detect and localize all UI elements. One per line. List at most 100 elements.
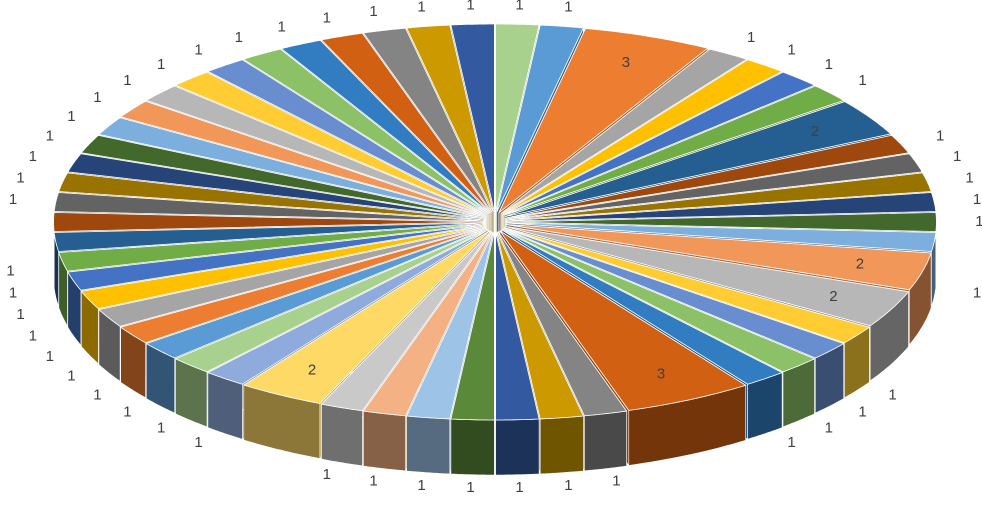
slice-wall (321, 403, 363, 467)
data-label: 1 (323, 466, 331, 483)
slice (506, 212, 937, 232)
slice (320, 32, 492, 213)
data-label: 1 (29, 148, 37, 165)
slice (495, 23, 540, 213)
data-label: 1 (787, 434, 795, 451)
data-label: 3 (622, 54, 630, 71)
slice-wall (406, 415, 451, 475)
slice (80, 225, 485, 310)
slice (362, 231, 493, 417)
slice (450, 231, 495, 421)
data-label: 1 (46, 348, 54, 365)
data-label: 1 (93, 386, 101, 403)
data-label: 1 (417, 477, 425, 494)
data-label: 1 (858, 404, 866, 421)
slice (501, 59, 784, 215)
slice (67, 224, 485, 291)
slice (58, 172, 484, 221)
data-label: 1 (965, 169, 973, 186)
data-label: 1 (46, 127, 54, 144)
data-label: 1 (93, 89, 101, 106)
slice (500, 48, 748, 214)
slice (320, 231, 492, 412)
slice (242, 48, 490, 214)
slice (505, 226, 910, 327)
slice (98, 117, 486, 218)
slice (174, 228, 488, 373)
slice (242, 230, 490, 404)
data-label: 1 (466, 479, 474, 496)
data-label: 1 (29, 327, 37, 344)
slice (406, 231, 494, 420)
data-label: 3 (657, 365, 665, 382)
slice-wall (450, 418, 495, 476)
slice (119, 227, 486, 344)
data-label: 1 (235, 29, 243, 46)
slice (501, 229, 784, 385)
data-label: 2 (811, 123, 819, 140)
slice (53, 222, 484, 252)
slice (496, 24, 584, 213)
data-label: 1 (6, 262, 14, 279)
data-label: 2 (829, 288, 837, 305)
data-label: 1 (194, 434, 202, 451)
data-label: 1 (9, 191, 17, 208)
slice (502, 71, 816, 216)
data-label: 1 (564, 477, 572, 494)
slice (450, 23, 495, 213)
data-label: 1 (612, 472, 620, 489)
slice (280, 39, 491, 214)
slice (502, 228, 816, 373)
data-label: 1 (747, 29, 755, 46)
slice (499, 230, 747, 411)
data-label: 1 (417, 0, 425, 16)
slice (206, 229, 489, 385)
slice-wall (495, 418, 540, 476)
data-label: 1 (194, 42, 202, 59)
data-label: 1 (67, 108, 75, 125)
data-label: 1 (123, 404, 131, 421)
slice (145, 85, 487, 216)
slice (506, 172, 932, 221)
data-label: 2 (308, 361, 316, 378)
slice-wall (584, 410, 627, 472)
slice (504, 101, 892, 218)
data-label: 1 (157, 56, 165, 73)
data-label: 1 (888, 386, 896, 403)
slice (497, 231, 628, 417)
data-label: 1 (369, 472, 377, 489)
data-label: 1 (157, 420, 165, 437)
slice (503, 228, 845, 359)
slice (506, 222, 937, 252)
slice (505, 134, 910, 219)
slice (504, 227, 871, 344)
data-label: 1 (369, 3, 377, 20)
slice (119, 100, 486, 217)
data-label: 1 (466, 0, 474, 13)
slice (53, 212, 484, 232)
slice (406, 24, 494, 213)
data-label: 1 (515, 0, 523, 13)
data-label: 1 (975, 213, 982, 230)
slice (98, 226, 486, 327)
data-label: 1 (936, 127, 944, 144)
data-label: 1 (825, 420, 833, 437)
slice (67, 153, 485, 220)
data-label: 1 (515, 479, 523, 496)
slice (495, 231, 540, 421)
data-label: 1 (16, 306, 24, 323)
slice (506, 224, 932, 291)
data-label: 1 (953, 148, 961, 165)
slice (58, 223, 484, 272)
slice (53, 192, 484, 222)
data-label: 2 (856, 256, 864, 273)
slice (503, 85, 845, 216)
data-label: 1 (278, 18, 286, 35)
data-label: 1 (825, 56, 833, 73)
data-label: 1 (16, 169, 24, 186)
slice (145, 228, 487, 359)
data-label: 1 (973, 191, 981, 208)
slice (174, 71, 488, 216)
slice (506, 192, 937, 222)
data-label: 1 (787, 42, 795, 59)
